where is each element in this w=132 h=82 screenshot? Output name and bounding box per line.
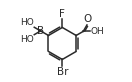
Text: HO: HO [20, 18, 34, 27]
Text: O: O [83, 14, 91, 24]
Text: B: B [37, 26, 44, 36]
Text: F: F [59, 9, 65, 19]
Text: HO: HO [20, 35, 34, 44]
Text: OH: OH [90, 27, 104, 36]
Text: Br: Br [56, 67, 68, 77]
